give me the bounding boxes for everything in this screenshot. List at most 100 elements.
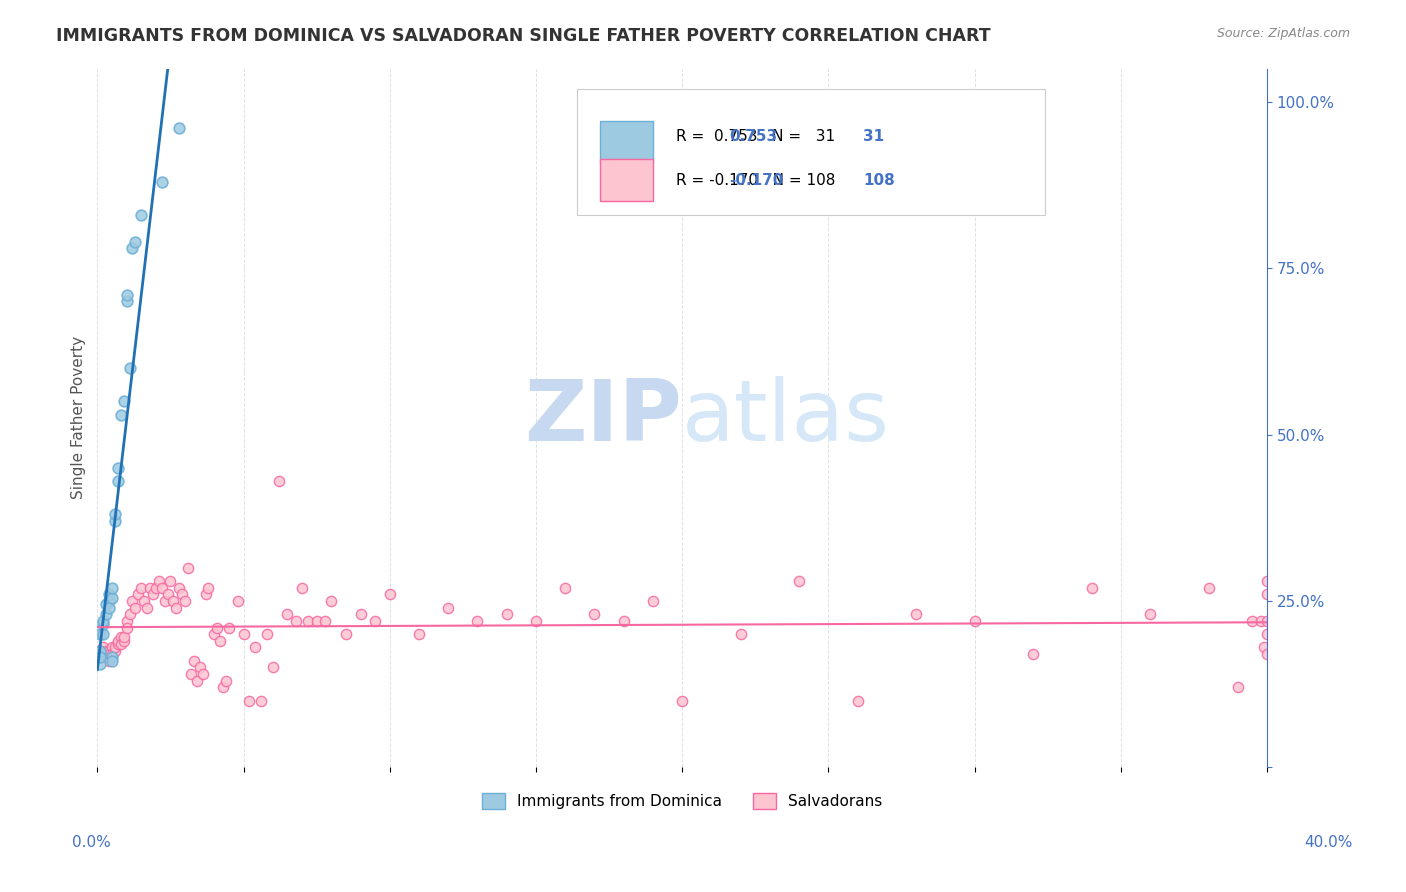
Point: [1256, 587, 1278, 601]
Point: [297, 614, 319, 628]
Point: [159, 574, 181, 588]
Point: [1256, 574, 1278, 588]
Text: 31: 31: [863, 129, 884, 145]
Point: [112, 394, 135, 409]
Point: [162, 594, 184, 608]
Point: [232, 627, 254, 641]
Point: [91, 614, 114, 628]
Point: [209, 633, 232, 648]
Point: [218, 620, 240, 634]
Point: [94, 597, 117, 611]
Point: [94, 650, 117, 665]
Point: [101, 647, 124, 661]
Point: [197, 581, 219, 595]
Point: [194, 587, 217, 601]
Point: [104, 508, 127, 522]
Point: [150, 175, 173, 189]
Point: [101, 654, 124, 668]
Text: IMMIGRANTS FROM DOMINICA VS SALVADORAN SINGLE FATHER POVERTY CORRELATION CHART: IMMIGRANTS FROM DOMINICA VS SALVADORAN S…: [56, 27, 991, 45]
Legend: Immigrants from Dominica, Salvadorans: Immigrants from Dominica, Salvadorans: [477, 788, 889, 815]
Point: [104, 514, 127, 528]
Point: [207, 620, 229, 634]
Point: [314, 614, 336, 628]
Point: [256, 627, 278, 641]
FancyBboxPatch shape: [600, 121, 652, 163]
Point: [165, 600, 187, 615]
Point: [905, 607, 928, 622]
Point: [437, 600, 460, 615]
Point: [118, 361, 141, 376]
Point: [378, 587, 401, 601]
Point: [671, 694, 693, 708]
Point: [172, 587, 194, 601]
Point: [846, 694, 869, 708]
Point: [115, 614, 138, 628]
Point: [321, 594, 343, 608]
Text: 0.0%: 0.0%: [72, 836, 111, 850]
Point: [91, 617, 114, 632]
Point: [107, 637, 129, 651]
Point: [101, 650, 124, 665]
Point: [89, 644, 111, 658]
Point: [124, 235, 146, 249]
Point: [335, 627, 357, 641]
Point: [183, 654, 205, 668]
Point: [98, 587, 121, 601]
Point: [115, 294, 138, 309]
Point: [121, 241, 143, 255]
Point: [89, 627, 111, 641]
Point: [267, 474, 290, 488]
Point: [202, 627, 225, 641]
Text: 40.0%: 40.0%: [1305, 836, 1353, 850]
Point: [1253, 640, 1275, 655]
Point: [215, 673, 238, 688]
Point: [91, 640, 114, 655]
Text: R = -0.170   N = 108: R = -0.170 N = 108: [676, 173, 835, 188]
Y-axis label: Single Father Poverty: Single Father Poverty: [72, 336, 86, 500]
Point: [89, 657, 111, 672]
Point: [364, 614, 387, 628]
Point: [153, 594, 176, 608]
Point: [124, 600, 146, 615]
Text: atlas: atlas: [682, 376, 890, 459]
Point: [156, 587, 179, 601]
Point: [641, 594, 664, 608]
Point: [89, 644, 111, 658]
Point: [91, 627, 114, 641]
Point: [148, 574, 170, 588]
Point: [118, 607, 141, 622]
Point: [91, 650, 114, 665]
Text: 108: 108: [863, 173, 896, 188]
Point: [104, 644, 127, 658]
Text: 0.753: 0.753: [728, 129, 778, 145]
Point: [180, 667, 202, 681]
Point: [291, 581, 314, 595]
Point: [285, 614, 308, 628]
Point: [112, 633, 135, 648]
Point: [1198, 581, 1220, 595]
Text: ZIP: ZIP: [524, 376, 682, 459]
Point: [110, 637, 132, 651]
Point: [1241, 614, 1264, 628]
Point: [167, 121, 190, 136]
FancyBboxPatch shape: [600, 160, 652, 202]
Point: [1080, 581, 1102, 595]
Point: [101, 591, 124, 605]
Point: [495, 607, 517, 622]
Point: [349, 607, 371, 622]
Point: [150, 581, 173, 595]
Point: [98, 644, 121, 658]
Point: [115, 620, 138, 634]
Point: [467, 614, 489, 628]
Point: [188, 660, 211, 674]
Point: [89, 647, 111, 661]
Point: [110, 631, 132, 645]
Point: [98, 654, 121, 668]
Text: -0.170: -0.170: [728, 173, 783, 188]
Point: [305, 614, 328, 628]
Point: [89, 647, 111, 661]
Point: [121, 594, 143, 608]
Point: [191, 667, 214, 681]
Point: [134, 594, 156, 608]
Point: [145, 581, 167, 595]
